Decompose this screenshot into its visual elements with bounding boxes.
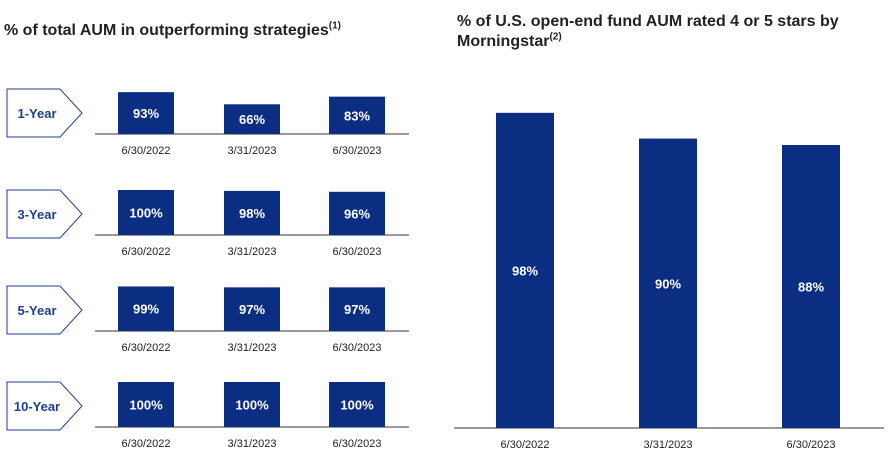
category-label: 6/30/2023 xyxy=(333,246,382,258)
period-label: 1-Year xyxy=(17,106,56,121)
category-label: 6/30/2022 xyxy=(122,246,171,258)
bar-value-label: 96% xyxy=(344,206,370,221)
category-label: 3/31/2023 xyxy=(228,342,277,354)
bar xyxy=(118,190,174,235)
category-label: 3/31/2023 xyxy=(228,246,277,258)
right-title-footnote: (2) xyxy=(549,31,562,43)
category-label: 6/30/2022 xyxy=(122,438,171,450)
bar xyxy=(224,382,280,427)
right-chart-title: % of U.S. open-end fund AUM rated 4 or 5… xyxy=(457,12,877,52)
bar-value-label: 100% xyxy=(129,206,163,221)
bar-value-label: 100% xyxy=(235,398,269,413)
category-label: 6/30/2022 xyxy=(501,439,550,451)
category-label: 3/31/2023 xyxy=(228,145,277,157)
bar-value-label: 90% xyxy=(655,276,681,291)
period-label: 3-Year xyxy=(17,207,56,222)
period-chevron xyxy=(6,381,83,431)
category-label: 6/30/2023 xyxy=(787,439,836,451)
category-label: 6/30/2023 xyxy=(333,342,382,354)
period-chevron xyxy=(6,88,83,138)
bar-value-label: 100% xyxy=(129,398,163,413)
bar xyxy=(224,104,280,134)
bar xyxy=(329,191,385,235)
category-label: 3/31/2023 xyxy=(228,438,277,450)
bar-value-label: 97% xyxy=(344,302,370,317)
category-label: 6/30/2022 xyxy=(122,145,171,157)
right-title-text: % of U.S. open-end fund AUM rated 4 or 5… xyxy=(457,13,839,50)
bar xyxy=(118,92,174,134)
bar xyxy=(118,286,174,331)
bar xyxy=(496,112,554,428)
bar-value-label: 66% xyxy=(239,112,265,127)
bar xyxy=(118,382,174,427)
bar-value-label: 97% xyxy=(239,302,265,317)
bar-value-label: 99% xyxy=(133,302,159,317)
bar xyxy=(782,144,840,428)
left-chart-title: % of total AUM in outperforming strategi… xyxy=(4,21,341,41)
bar xyxy=(639,138,697,428)
bar-value-label: 98% xyxy=(512,263,538,278)
category-label: 6/30/2023 xyxy=(333,438,382,450)
bar-value-label: 88% xyxy=(798,279,824,294)
bar xyxy=(329,96,385,134)
period-label: 5-Year xyxy=(17,303,56,318)
category-label: 6/30/2022 xyxy=(122,342,171,354)
left-title-text: % of total AUM in outperforming strategi… xyxy=(4,22,329,39)
bar-value-label: 83% xyxy=(344,108,370,123)
bar-value-label: 93% xyxy=(133,106,159,121)
period-chevron xyxy=(6,285,83,335)
bar-value-label: 98% xyxy=(239,206,265,221)
period-label: 10-Year xyxy=(14,399,60,414)
period-chevron xyxy=(6,189,83,239)
bar xyxy=(224,190,280,235)
bar xyxy=(329,382,385,427)
category-label: 3/31/2023 xyxy=(644,439,693,451)
bar-value-label: 100% xyxy=(340,398,374,413)
bar xyxy=(224,287,280,331)
bar xyxy=(329,287,385,331)
category-label: 6/30/2023 xyxy=(333,145,382,157)
left-title-footnote: (1) xyxy=(328,20,341,32)
